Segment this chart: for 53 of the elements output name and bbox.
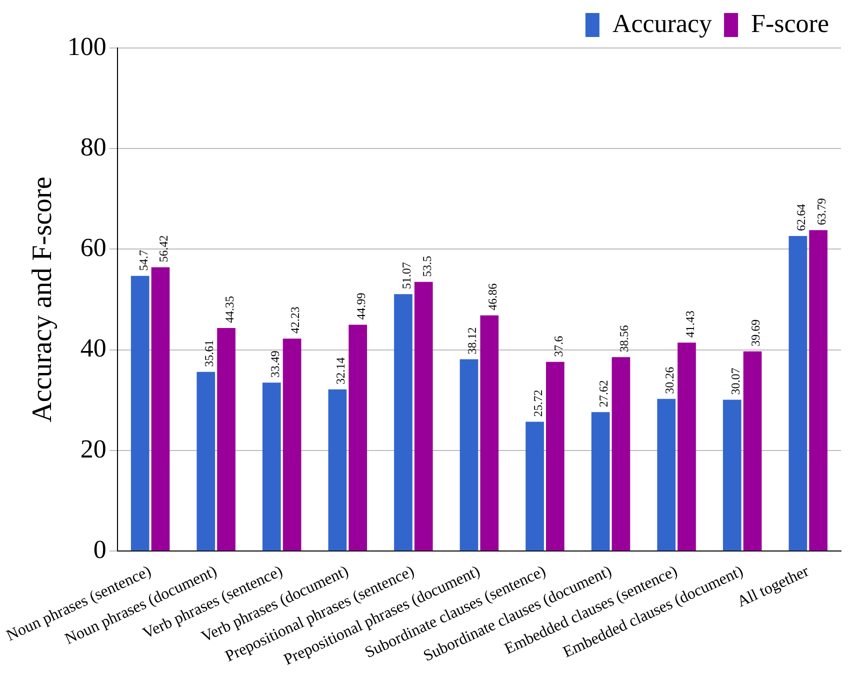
data-label: 27.62 — [596, 380, 611, 408]
data-label: 54.7 — [136, 250, 150, 271]
data-label: 62.64 — [794, 204, 808, 231]
bar — [678, 342, 696, 551]
data-label: 63.79 — [814, 198, 828, 226]
data-label: 41.43 — [682, 310, 697, 338]
data-label: 39.69 — [748, 319, 763, 346]
data-label: 42.23 — [288, 306, 302, 334]
bar — [788, 236, 808, 551]
data-label: 37.6 — [551, 336, 566, 357]
bar — [480, 315, 499, 551]
data-label: 38.56 — [617, 325, 632, 352]
y-tick-label: 60 — [80, 233, 106, 262]
data-label: 33.49 — [268, 350, 282, 378]
bar — [328, 389, 347, 551]
data-label: 51.07 — [399, 262, 414, 290]
bar — [262, 382, 281, 551]
legend-label: F-score — [751, 8, 830, 38]
data-label: 53.5 — [420, 256, 434, 277]
data-label: 56.42 — [156, 235, 171, 262]
bar — [526, 422, 544, 551]
y-axis-title: Accuracy and F-score — [26, 176, 58, 422]
bar — [348, 324, 368, 551]
bar — [394, 294, 412, 551]
bar — [591, 412, 610, 551]
data-label: 32.14 — [334, 357, 348, 384]
bar — [612, 357, 630, 551]
data-label: 25.72 — [530, 390, 545, 417]
bar — [743, 351, 762, 551]
bar — [809, 230, 828, 551]
data-label: 46.86 — [486, 283, 500, 310]
bar — [282, 338, 302, 551]
bar — [130, 276, 150, 551]
y-tick-label: 20 — [80, 434, 106, 464]
data-label: 44.99 — [354, 292, 368, 320]
bar — [546, 362, 564, 551]
data-label: 30.07 — [728, 368, 742, 395]
y-tick-label: 100 — [67, 32, 106, 61]
legend-label: Accuracy — [612, 8, 712, 38]
data-label: 44.35 — [222, 296, 236, 323]
data-label: 35.61 — [202, 340, 216, 367]
bar — [196, 372, 216, 551]
bar — [151, 267, 170, 551]
bar — [414, 282, 433, 551]
y-tick-label: 80 — [80, 132, 106, 162]
data-label: 38.12 — [465, 327, 480, 354]
bar — [722, 400, 742, 551]
bar — [657, 398, 676, 551]
y-tick-label: 40 — [80, 334, 106, 363]
bar — [217, 328, 236, 551]
bar — [460, 359, 478, 551]
y-tick-label: 0 — [93, 534, 106, 564]
data-label: 30.26 — [662, 366, 677, 394]
